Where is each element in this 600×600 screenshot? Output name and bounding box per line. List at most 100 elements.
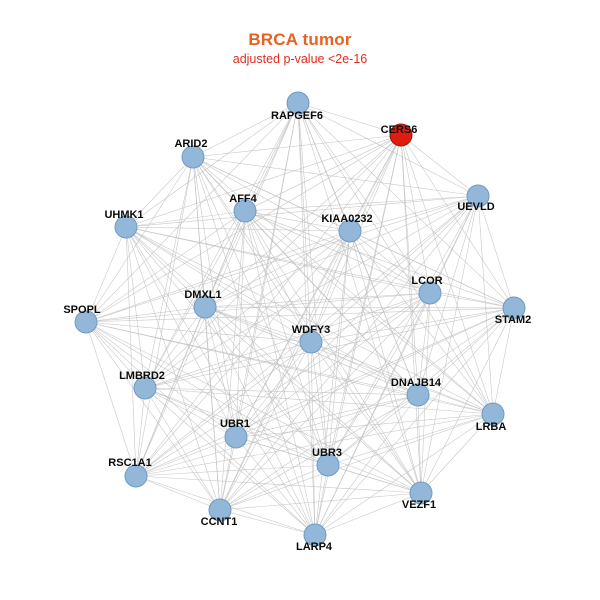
- graph-node-spopl: [74, 310, 98, 334]
- graph-edge: [125, 226, 351, 232]
- graph-edge: [125, 134, 402, 228]
- graph-edge: [297, 102, 402, 136]
- node-label-ubr3: UBR3: [312, 447, 342, 459]
- graph-edge: [297, 102, 494, 415]
- graph-edge: [192, 156, 479, 197]
- graph-edge: [244, 210, 515, 309]
- graph-edge: [244, 210, 419, 396]
- graph-edge: [244, 210, 351, 232]
- graph-edge: [85, 321, 316, 536]
- graph-edge: [310, 341, 419, 396]
- graph-edge: [135, 134, 402, 477]
- graph-edge: [244, 102, 299, 212]
- graph-edge: [135, 413, 494, 477]
- graph-node-ubr3: [316, 453, 340, 477]
- graph-edge: [327, 464, 422, 494]
- graph-edge: [219, 509, 316, 536]
- graph-edge: [135, 156, 194, 477]
- graph-edge: [235, 436, 316, 536]
- node-label-spopl: SPOPL: [63, 304, 101, 316]
- graph-node-stam2: [502, 296, 526, 320]
- graph-edges: [85, 102, 515, 536]
- graph-edge: [314, 230, 351, 536]
- graph-edge: [85, 226, 127, 323]
- graph-node-rsc1a1: [124, 464, 148, 488]
- graph-edge: [219, 210, 246, 511]
- graph-edge: [204, 306, 312, 343]
- graph-edge: [219, 134, 402, 511]
- graph-edge: [85, 321, 237, 438]
- graph-edge: [125, 210, 246, 228]
- graph-edge: [310, 230, 351, 343]
- graph-node-lmbrd2: [133, 376, 157, 400]
- graph-edge: [144, 341, 312, 389]
- graph-edge: [144, 195, 479, 389]
- graph-edge: [235, 394, 419, 438]
- graph-edge: [327, 134, 402, 466]
- graph-edge: [144, 387, 316, 536]
- graph-edge: [125, 226, 221, 511]
- graph-edge: [85, 307, 515, 323]
- graph-edge: [327, 413, 494, 466]
- graph-edge: [144, 387, 422, 494]
- graph-edge: [125, 226, 329, 466]
- graph-edge: [297, 102, 422, 494]
- graph-edge: [144, 156, 194, 389]
- graph-edge: [235, 341, 312, 438]
- graph-edge: [135, 307, 515, 477]
- graph-edge: [204, 306, 515, 309]
- graph-edge: [310, 292, 431, 343]
- graph-edge: [219, 436, 237, 511]
- graph-edge: [417, 394, 422, 494]
- graph-edge: [204, 195, 479, 308]
- graph-edge: [219, 413, 494, 511]
- graph-edge: [219, 394, 419, 511]
- graph-edge: [297, 102, 515, 309]
- graph-edge: [314, 413, 494, 536]
- graph-edge: [235, 195, 479, 438]
- graph-node-arid2: [181, 145, 205, 169]
- graph-edge: [144, 210, 246, 389]
- graph-edge: [420, 195, 479, 494]
- graph-edge: [349, 230, 422, 494]
- graph-node-larp4: [303, 523, 327, 547]
- graph-edge: [85, 230, 351, 323]
- graph-node-lcor: [418, 281, 442, 305]
- node-label-dmxl1: DMXL1: [184, 289, 221, 301]
- graph-edge: [192, 102, 299, 158]
- graph-edge: [135, 230, 351, 477]
- graph-edge: [349, 230, 431, 294]
- graph-edge: [125, 226, 237, 438]
- graph-edge: [327, 230, 351, 466]
- node-label-lmbrd2: LMBRD2: [119, 370, 165, 382]
- node-label-vezf1: VEZF1: [402, 499, 436, 511]
- graph-edge: [349, 230, 515, 309]
- node-label-wdfy3: WDFY3: [292, 324, 331, 336]
- graph-edge: [192, 134, 402, 158]
- graph-edge: [125, 226, 137, 477]
- graph-edge: [310, 341, 494, 415]
- graph-node-dmxl1: [193, 295, 217, 319]
- graph-edge: [135, 102, 299, 477]
- graph-edge: [400, 134, 494, 415]
- graph-node-vezf1: [409, 481, 433, 505]
- graph-edge: [244, 134, 402, 212]
- graph-edge: [144, 387, 494, 415]
- graph-edge: [310, 341, 422, 494]
- graph-edge: [125, 226, 431, 294]
- graph-edge: [204, 306, 221, 511]
- node-label-uhmk1: UHMK1: [104, 209, 143, 221]
- node-label-ccnt1: CCNT1: [201, 516, 238, 528]
- graph-edge: [85, 321, 329, 466]
- graph-edge: [144, 306, 206, 389]
- graph-edge: [192, 156, 329, 466]
- graph-edge: [417, 292, 431, 396]
- graph-edge: [314, 307, 515, 536]
- node-label-cers6: CERS6: [381, 124, 418, 136]
- graph-edge: [144, 292, 431, 389]
- graph-edge: [219, 307, 515, 511]
- graph-edge: [219, 464, 329, 511]
- node-label-lcor: LCOR: [411, 275, 442, 287]
- graph-edge: [135, 292, 431, 477]
- graph-edge: [327, 195, 479, 466]
